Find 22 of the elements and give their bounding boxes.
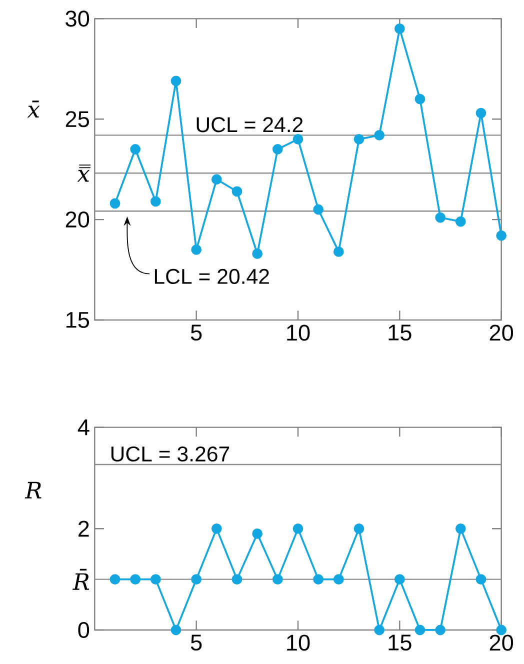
y-tick-label: 20 <box>66 212 90 228</box>
ref-line-label: LCL = 20.42 <box>154 268 269 284</box>
x-tick-label: 20 <box>490 324 514 341</box>
x-tick-label: 5 <box>190 324 202 341</box>
x-tick-label: 15 <box>388 634 412 651</box>
x-tick-label: 5 <box>190 634 202 651</box>
x-tick-label: 20 <box>490 634 514 651</box>
x-tick-label: 10 <box>287 634 310 651</box>
y-tick-label: 4 <box>78 420 90 436</box>
y-axis-title: x̄ <box>27 100 40 118</box>
y-tick-label: 15 <box>66 312 89 328</box>
x-tick-label: 10 <box>287 324 310 341</box>
y-axis-title: R <box>24 482 42 498</box>
ref-line-label: x̿ <box>77 164 90 182</box>
y-tick-label: 0 <box>78 622 90 638</box>
ref-line-label: R̄ <box>72 568 90 590</box>
y-tick-label: 2 <box>78 520 89 537</box>
y-tick-label: 30 <box>66 10 90 27</box>
x-tick-label: 15 <box>388 324 412 341</box>
ref-line-label: UCL = 3.267 <box>111 446 230 462</box>
ref-line-label: UCL = 24.2 <box>196 117 303 132</box>
y-tick-label: 25 <box>66 111 89 128</box>
